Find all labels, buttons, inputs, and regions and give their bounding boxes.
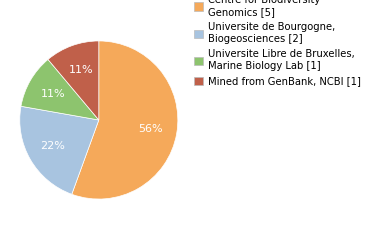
Wedge shape <box>20 106 99 194</box>
Text: 11%: 11% <box>41 89 65 99</box>
Text: 22%: 22% <box>41 141 65 151</box>
Wedge shape <box>48 41 99 120</box>
Legend: Centre for Biodiversity
Genomics [5], Universite de Bourgogne,
Biogeosciences [2: Centre for Biodiversity Genomics [5], Un… <box>194 0 361 86</box>
Text: 11%: 11% <box>68 65 93 75</box>
Text: 56%: 56% <box>139 124 163 134</box>
Wedge shape <box>21 60 99 120</box>
Wedge shape <box>72 41 178 199</box>
